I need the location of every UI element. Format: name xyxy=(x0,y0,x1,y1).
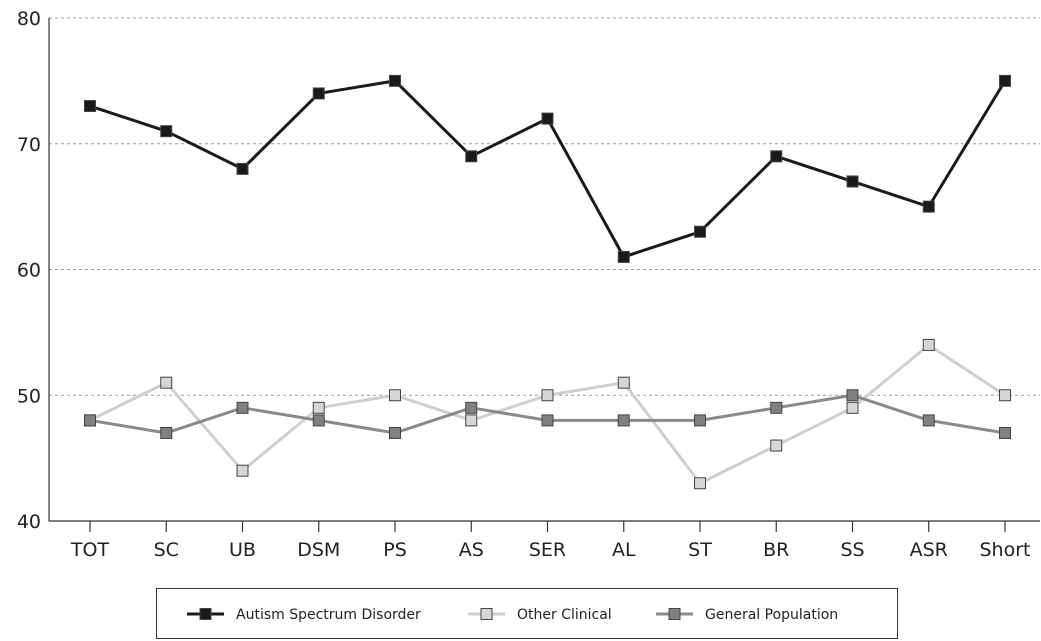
data-point-other-clinical-dsm xyxy=(312,401,325,414)
data-point-other-clinical-st xyxy=(694,477,706,490)
data-point-autism-spectrum-disorder-ps xyxy=(389,74,401,87)
data-point-general-population-ps xyxy=(389,426,401,439)
x-tick-label-as: AS xyxy=(459,539,484,561)
legend-label: Autism Spectrum Disorder xyxy=(236,607,421,623)
x-tick-label-tot: TOT xyxy=(70,539,110,561)
x-tick-label-ser: SER xyxy=(529,539,566,561)
legend-label: Other Clinical xyxy=(517,607,612,623)
x-tick-label-ss: SS xyxy=(840,539,864,561)
data-point-general-population-st xyxy=(694,414,706,427)
data-point-autism-spectrum-disorder-short xyxy=(999,74,1011,87)
data-point-general-population-dsm xyxy=(312,414,325,427)
data-point-autism-spectrum-disorder-ser xyxy=(541,112,554,125)
legend-item-autism-spectrum-disorder: Autism Spectrum Disorder xyxy=(187,607,421,623)
data-point-other-clinical-br xyxy=(770,439,783,452)
data-point-autism-spectrum-disorder-br xyxy=(770,150,783,163)
x-tick-label-asr: ASR xyxy=(910,539,948,561)
y-tick-label: 70 xyxy=(17,134,41,156)
legend-item-other-clinical: Other Clinical xyxy=(468,607,612,623)
y-axis-ticks: 40 50 60 70 80 xyxy=(17,8,41,533)
gridlines xyxy=(49,17,1040,396)
legend-item-general-population: General Population xyxy=(656,607,838,623)
x-tick-label-sc: SC xyxy=(154,539,179,561)
series-autism-spectrum-disorder xyxy=(84,74,1011,263)
data-point-other-clinical-ser xyxy=(541,389,554,402)
series-group xyxy=(84,74,1011,490)
legend-swatch-marker xyxy=(668,608,681,620)
x-tick-label-al: AL xyxy=(612,539,636,561)
data-point-general-population-br xyxy=(770,401,783,414)
data-point-general-population-ser xyxy=(541,414,554,427)
data-point-autism-spectrum-disorder-al xyxy=(617,250,630,263)
y-tick-label: 50 xyxy=(17,385,41,407)
legend-swatch-marker xyxy=(480,608,493,620)
data-point-other-clinical-ss xyxy=(846,401,859,414)
data-point-general-population-sc xyxy=(160,426,173,439)
data-point-general-population-asr xyxy=(922,414,935,427)
data-point-autism-spectrum-disorder-tot xyxy=(84,100,96,113)
data-point-other-clinical-ub xyxy=(236,464,249,477)
data-point-other-clinical-ps xyxy=(389,389,401,402)
data-point-autism-spectrum-disorder-sc xyxy=(160,125,173,138)
x-axis-ticks: TOT SC UB DSM PS AS SER AL ST BR SS ASR Short xyxy=(70,521,1031,561)
data-point-general-population-tot xyxy=(84,414,96,427)
series-general-population xyxy=(84,389,1011,439)
legend: Autism Spectrum Disorder Other Clinical Ge… xyxy=(156,588,898,639)
series-line-autism-spectrum-disorder xyxy=(89,79,1007,259)
x-tick-label-dsm: DSM xyxy=(297,539,340,561)
axes xyxy=(48,18,1040,522)
data-point-general-population-ub xyxy=(236,401,249,414)
legend-swatch-marker xyxy=(199,608,212,620)
data-point-other-clinical-asr xyxy=(922,338,935,351)
x-tick-label-ps: PS xyxy=(383,539,407,561)
data-point-general-population-ss xyxy=(846,389,859,402)
x-tick-label-st: ST xyxy=(688,539,712,561)
data-point-general-population-short xyxy=(999,426,1011,439)
data-point-autism-spectrum-disorder-asr xyxy=(922,200,935,213)
data-point-general-population-al xyxy=(617,414,630,427)
x-tick-label-br: BR xyxy=(763,539,789,561)
data-point-autism-spectrum-disorder-ub xyxy=(236,162,249,175)
data-point-other-clinical-sc xyxy=(160,376,173,389)
data-point-autism-spectrum-disorder-dsm xyxy=(312,87,325,100)
x-tick-label-short: Short xyxy=(980,539,1031,561)
data-point-autism-spectrum-disorder-ss xyxy=(846,175,859,188)
data-point-autism-spectrum-disorder-as xyxy=(465,150,478,163)
legend-label: General Population xyxy=(705,607,838,623)
data-point-other-clinical-short xyxy=(999,389,1011,402)
legend-box xyxy=(156,588,898,639)
data-point-other-clinical-al xyxy=(617,376,630,389)
data-point-other-clinical-as xyxy=(465,414,478,427)
y-tick-label: 60 xyxy=(17,260,41,282)
y-tick-label: 40 xyxy=(17,511,41,533)
x-tick-label-ub: UB xyxy=(229,539,256,561)
y-tick-label: 80 xyxy=(17,8,41,30)
data-point-autism-spectrum-disorder-st xyxy=(694,225,706,238)
data-point-general-population-as xyxy=(465,401,478,414)
